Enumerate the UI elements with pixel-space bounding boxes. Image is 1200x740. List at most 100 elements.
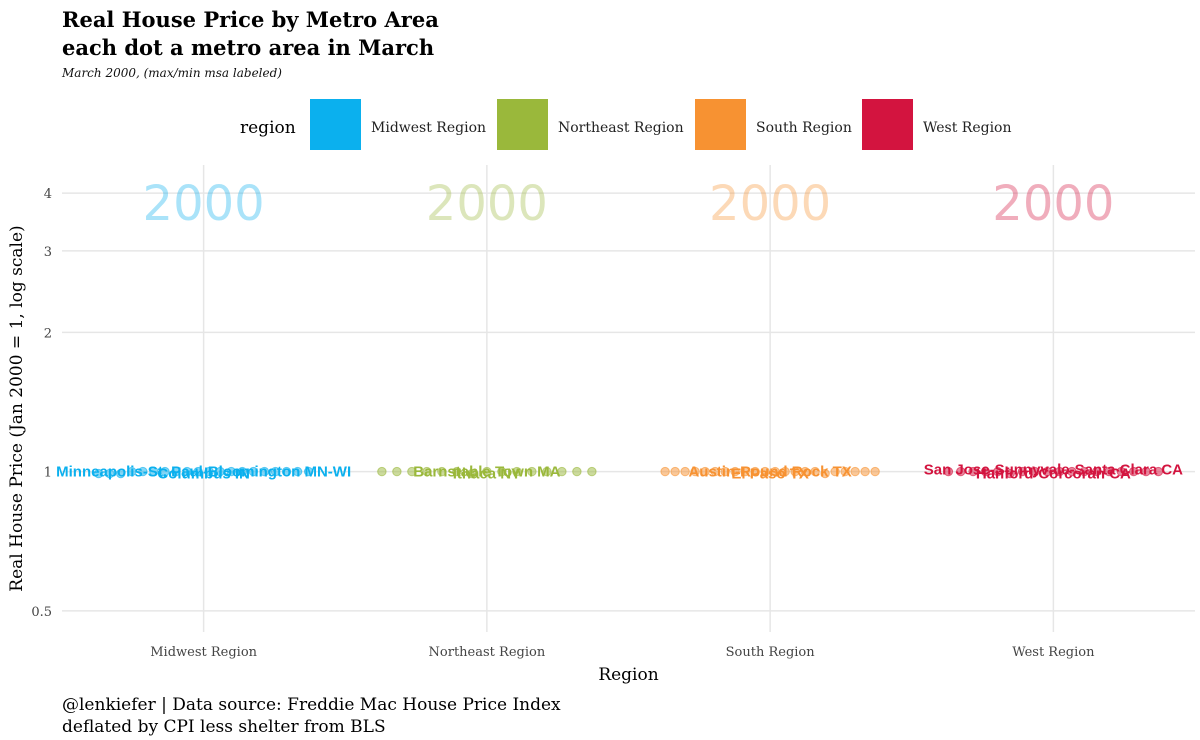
data-point (303, 466, 314, 477)
x-axis-title: Region (598, 665, 658, 685)
data-point (281, 466, 292, 477)
y-tick-label: 3 (44, 245, 52, 260)
y-tick-label: 2 (44, 326, 52, 341)
data-point (1128, 466, 1139, 477)
data-point (572, 466, 582, 477)
data-point (204, 466, 214, 477)
data-point (377, 466, 387, 477)
chart-caption: @lenkiefer | Data source: Freddie Mac Ho… (62, 694, 561, 738)
data-point (710, 466, 720, 477)
data-point (93, 468, 104, 479)
data-point (870, 466, 880, 477)
data-point (542, 466, 552, 477)
data-point (1067, 466, 1077, 477)
caption-line-2: deflated by CPI less shelter from BLS (62, 717, 386, 737)
legend-label: Northeast Region (558, 120, 684, 136)
year-watermark: 2000 (992, 176, 1114, 232)
data-point (1042, 466, 1052, 477)
data-point (800, 466, 810, 477)
data-point (680, 466, 690, 477)
data-point (1079, 466, 1089, 477)
data-point (237, 466, 248, 477)
data-point (670, 466, 680, 477)
x-tick-label: Northeast Region (429, 645, 546, 660)
legend-swatch (310, 99, 361, 150)
data-point (193, 466, 203, 477)
data-point (127, 466, 137, 477)
data-point (557, 466, 567, 477)
data-point (527, 466, 537, 477)
y-tick-label: 0.5 (31, 605, 52, 620)
point-label: San Jose-Sunnyvale-Santa Clara CA (924, 462, 1183, 479)
data-point (1005, 468, 1015, 479)
point-label: Hanford-Corcoran CA (976, 466, 1131, 483)
data-point (482, 466, 492, 477)
data-point (770, 466, 780, 477)
legend-swatch (862, 99, 913, 150)
data-point (993, 466, 1003, 477)
x-tick-label: Midwest Region (150, 645, 257, 660)
legend-label: South Region (756, 120, 852, 136)
data-point (104, 468, 115, 479)
data-point (1017, 466, 1028, 477)
data-point (215, 466, 225, 477)
chart-subtitle: March 2000, (max/min msa labeled) (62, 66, 282, 80)
data-point (830, 466, 840, 477)
data-point (720, 466, 730, 477)
point-label: Ithaca NY (453, 466, 521, 483)
data-point (660, 466, 670, 477)
data-point (980, 466, 991, 477)
data-point (750, 466, 760, 477)
data-point (226, 466, 236, 477)
data-point (1104, 466, 1114, 477)
data-point (437, 466, 447, 477)
data-point (820, 468, 830, 479)
y-axis-title: Real House Price (Jan 2000 = 1, log scal… (7, 225, 27, 591)
data-point (968, 466, 978, 477)
data-point (160, 466, 170, 477)
data-point (116, 468, 126, 479)
data-point (182, 466, 192, 477)
year-watermark: 2000 (143, 176, 265, 232)
data-point (956, 466, 966, 477)
title-line-2: each dot a metro area in March (62, 35, 435, 60)
data-point (760, 466, 770, 477)
title-line-1: Real House Price by Metro Area (62, 7, 439, 32)
data-point (790, 466, 800, 477)
data-point (292, 466, 303, 477)
data-point (422, 466, 432, 477)
data-point (730, 466, 740, 477)
data-point (259, 466, 270, 477)
data-point (1054, 466, 1065, 477)
data-point (407, 466, 417, 477)
data-point (740, 466, 750, 477)
data-point (840, 466, 850, 477)
legend-label: Midwest Region (371, 120, 486, 136)
data-point (690, 466, 700, 477)
chart-title: Real House Price by Metro Area each dot … (62, 6, 439, 62)
data-point (512, 466, 522, 477)
data-point (1141, 466, 1151, 477)
data-point (467, 468, 477, 479)
caption-line-1: @lenkiefer | Data source: Freddie Mac Ho… (62, 695, 561, 715)
data-point (700, 466, 710, 477)
data-point (943, 466, 954, 477)
point-label: Columbus IN (157, 466, 250, 483)
data-point (850, 466, 860, 477)
data-point (392, 466, 402, 477)
data-point (497, 466, 507, 477)
x-tick-label: West Region (1012, 645, 1095, 660)
year-watermark: 2000 (426, 176, 548, 232)
data-point (1153, 466, 1164, 477)
data-point (270, 466, 281, 477)
data-point (1030, 466, 1040, 477)
data-point (1091, 466, 1102, 477)
data-point (1116, 466, 1127, 477)
x-tick-label: South Region (726, 645, 816, 660)
data-point (138, 466, 148, 477)
point-label: El Paso TX (731, 466, 809, 483)
legend-swatch (497, 99, 548, 150)
data-point (587, 466, 597, 477)
legend-title: region (240, 118, 296, 138)
